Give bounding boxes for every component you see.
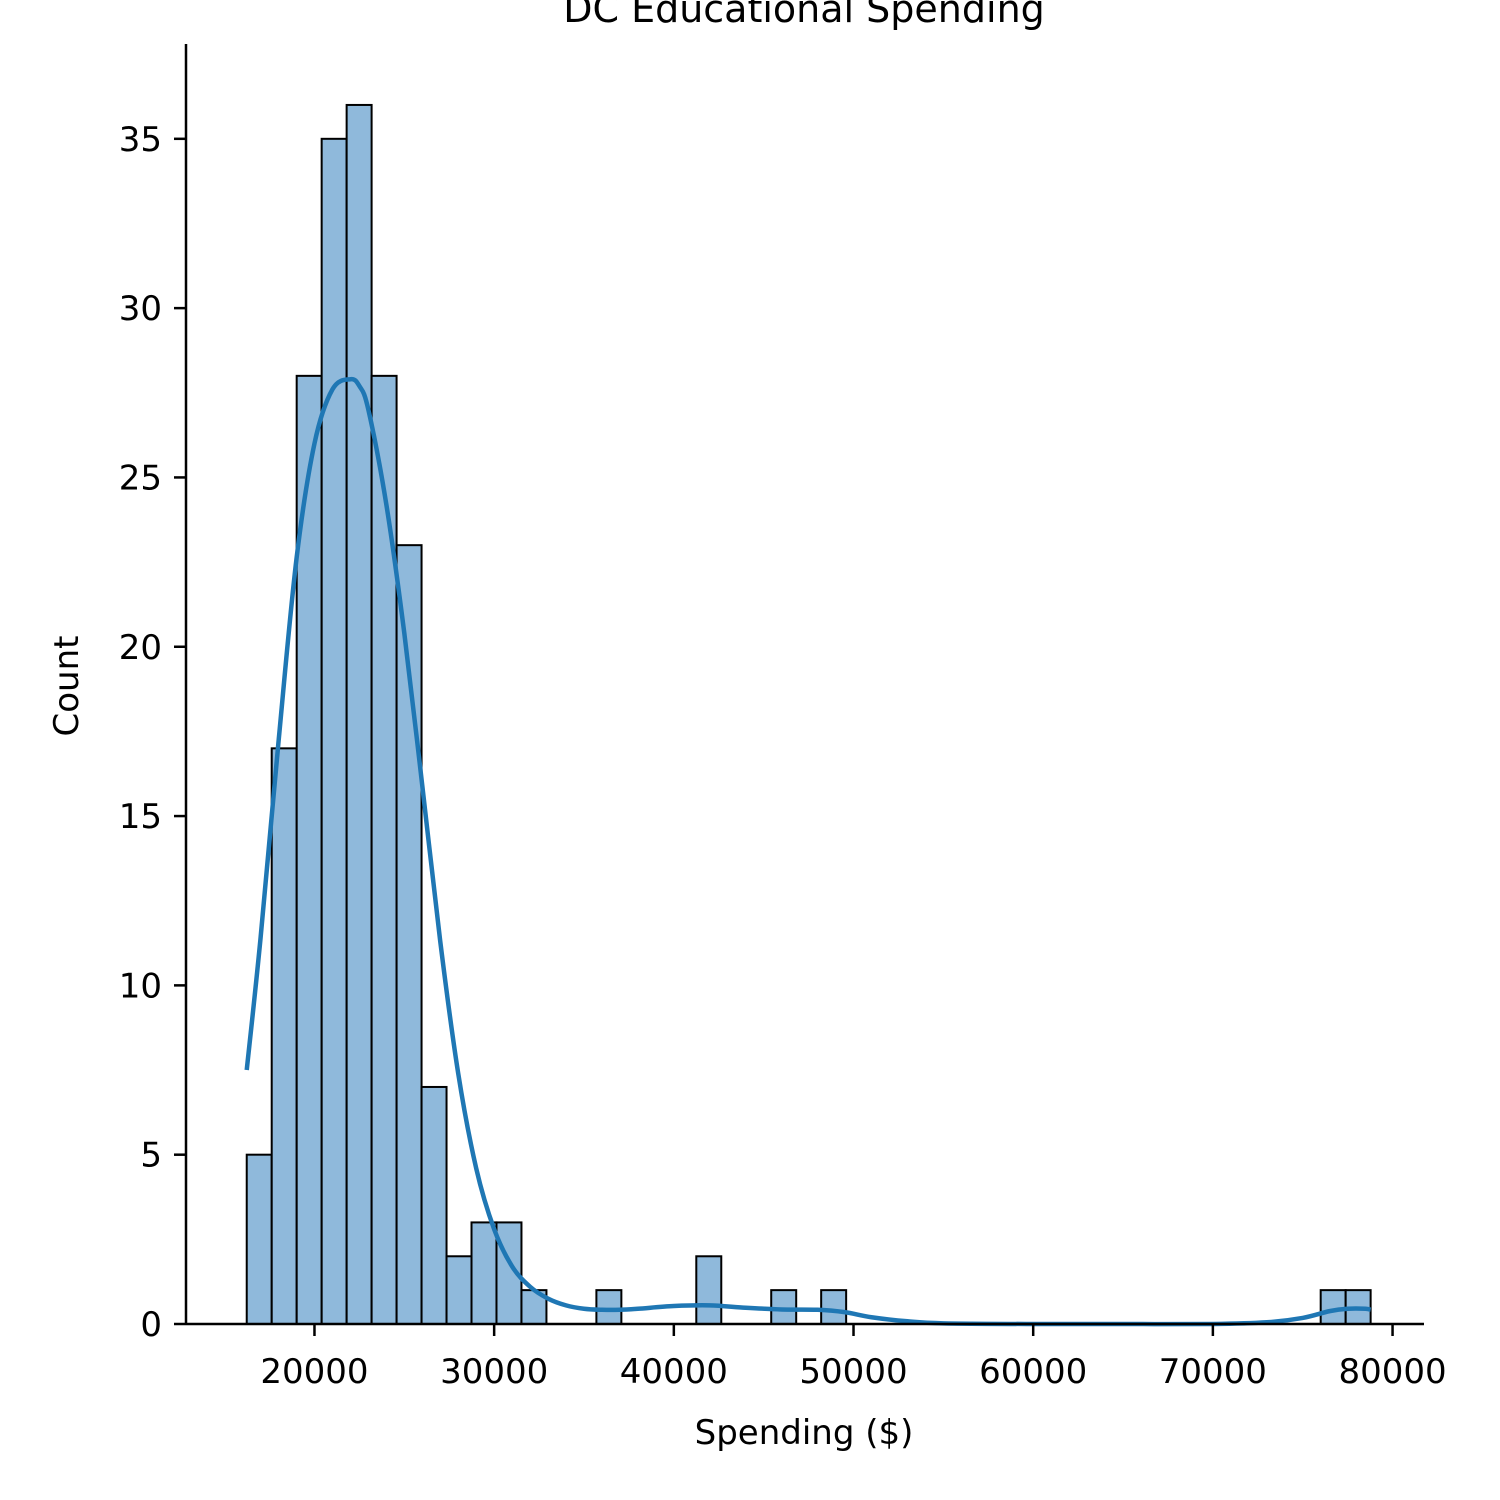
axes-layer <box>184 44 1424 1326</box>
histogram-bar <box>345 103 373 1325</box>
chart-title: DC Educational Spending <box>563 0 1045 31</box>
y-tick-label: 10 <box>119 966 162 1006</box>
histogram-bar <box>470 1221 498 1326</box>
histogram-bar <box>445 1255 473 1326</box>
y-tick-label: 15 <box>119 797 162 837</box>
histogram-bar <box>370 374 398 1325</box>
x-ticks: 20000 30000 40000 50000 60000 70000 80000 <box>260 1324 1447 1392</box>
histogram-bar <box>695 1255 723 1326</box>
x-tick-label: 40000 <box>620 1352 728 1392</box>
bars-layer <box>245 103 1372 1326</box>
y-axis-label: Count <box>47 636 87 737</box>
x-tick-label: 20000 <box>260 1352 368 1392</box>
histogram-bar <box>320 137 348 1325</box>
y-tick-label: 0 <box>140 1305 162 1345</box>
histogram-bar <box>270 747 298 1325</box>
histogram-bar <box>595 1289 623 1326</box>
y-tick-label: 25 <box>119 458 162 498</box>
y-tick-label: 35 <box>119 120 162 160</box>
x-tick-label: 80000 <box>1338 1352 1446 1392</box>
y-tick-label: 5 <box>140 1136 162 1176</box>
y-ticks: 0 5 10 15 20 25 30 35 <box>119 120 186 1345</box>
histogram-bar <box>245 1153 273 1326</box>
x-tick-label: 30000 <box>440 1352 548 1392</box>
histogram-bar <box>420 1085 448 1326</box>
histogram-bar <box>820 1289 848 1326</box>
x-tick-label: 70000 <box>1159 1352 1267 1392</box>
x-axis-label: Spending ($) <box>695 1413 914 1453</box>
y-tick-label: 20 <box>119 628 162 668</box>
y-tick-label: 30 <box>119 289 162 329</box>
x-tick-label: 60000 <box>979 1352 1087 1392</box>
x-tick-label: 50000 <box>799 1352 907 1392</box>
